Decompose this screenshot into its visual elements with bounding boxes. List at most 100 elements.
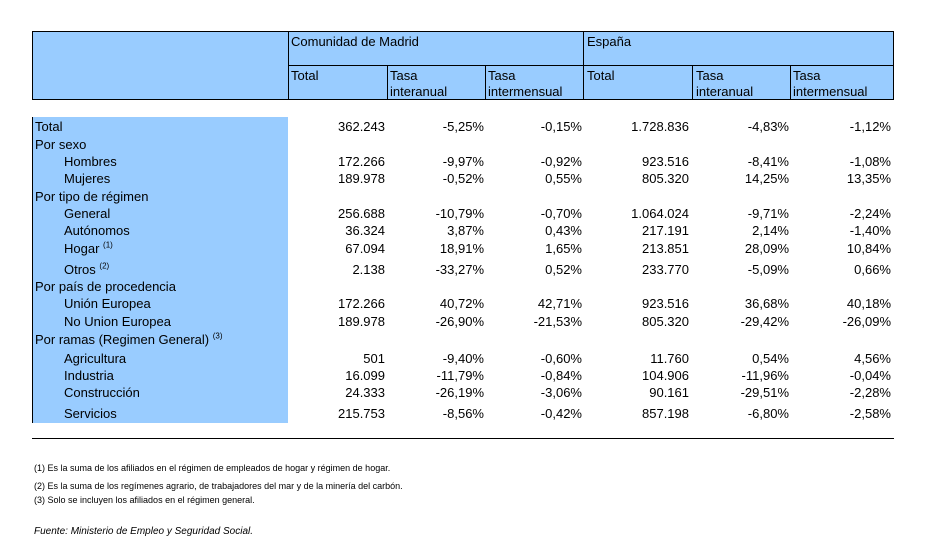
- table-cell: 67.094: [345, 241, 385, 256]
- table-cell: 0,55%: [545, 171, 582, 186]
- table-cell: -11,96%: [741, 368, 789, 383]
- column-header-subline: interanual: [390, 84, 448, 99]
- row-label: Agricultura: [64, 351, 126, 366]
- table-cell: -0,70%: [540, 206, 582, 221]
- table-cell: 24.333: [345, 385, 385, 400]
- row-label: Total: [35, 119, 62, 134]
- row-label: Hombres: [64, 154, 117, 169]
- footnote-marker: (1): [103, 240, 113, 250]
- table-cell: -11,79%: [436, 368, 484, 383]
- table-cell: -5,09%: [747, 262, 789, 277]
- footnote-3: (3) Solo se incluyen los afiliados en el…: [34, 495, 255, 505]
- table-cell: 36.324: [345, 223, 385, 238]
- table-bottom-rule: [32, 438, 894, 439]
- column-header-subline: interanual: [696, 84, 754, 99]
- footnote-1: (1) Es la suma de los afiliados en el ré…: [34, 463, 391, 473]
- footnote-marker: (3): [212, 331, 223, 341]
- table-cell: 36,68%: [744, 296, 789, 311]
- table-cell: -26,90%: [435, 314, 484, 329]
- table-cell: 1,65%: [545, 241, 582, 256]
- table-cell: 0,66%: [854, 262, 891, 277]
- table-cell: -10,79%: [435, 206, 484, 221]
- table-cell: 13,35%: [846, 171, 891, 186]
- row-label: Mujeres: [64, 171, 110, 186]
- header-top-rule: [32, 31, 894, 32]
- table-cell: 11.760: [650, 351, 689, 366]
- table-cell: 16.099: [345, 368, 385, 383]
- table-cell: 40,18%: [846, 296, 891, 311]
- label-column-border: [32, 117, 33, 423]
- column-header-subline: intermensual: [488, 84, 563, 99]
- table-cell: 256.688: [338, 206, 385, 221]
- row-label-text: Total: [35, 119, 63, 134]
- table-cell: 0,52%: [545, 262, 582, 277]
- row-label-column-background: [32, 117, 288, 423]
- table-cell: -0,92%: [540, 154, 582, 169]
- header-divider: [583, 31, 584, 100]
- table-cell: 923.516: [642, 296, 689, 311]
- table-cell: 362.243: [338, 119, 385, 134]
- header-right-border: [893, 31, 894, 100]
- row-label-text: Por país de procedencia: [35, 279, 176, 294]
- table-cell: 189.978: [338, 314, 385, 329]
- column-header: Total: [291, 68, 319, 83]
- row-label: Servicios: [64, 406, 117, 421]
- table-cell: -0,60%: [540, 351, 582, 366]
- table-cell: 805.320: [642, 171, 689, 186]
- table-cell: 805.320: [642, 314, 689, 329]
- row-label: Construcción: [64, 385, 140, 400]
- row-label: Hogar (1): [64, 241, 113, 256]
- table-cell: -26,09%: [842, 314, 891, 329]
- table-cell: -26,19%: [435, 385, 484, 400]
- row-label: Por tipo de régimen: [35, 189, 148, 204]
- table-cell: -9,71%: [747, 206, 789, 221]
- footnote-2: (2) Es la suma de los regímenes agrario,…: [34, 481, 403, 491]
- table-cell: 923.516: [642, 154, 689, 169]
- table-cell: -1,40%: [849, 223, 891, 238]
- table-cell: -5,25%: [442, 119, 484, 134]
- table-cell: -6,80%: [747, 406, 789, 421]
- table-cell: -0,52%: [442, 171, 484, 186]
- table-cell: 42,71%: [537, 296, 582, 311]
- table-cell: 501: [363, 351, 385, 366]
- table-cell: 857.198: [642, 406, 689, 421]
- region-madrid-heading: Comunidad de Madrid: [291, 34, 419, 49]
- table-cell: 28,09%: [744, 241, 789, 256]
- header-divider: [692, 65, 693, 100]
- table-cell: 104.906: [642, 368, 689, 383]
- table-cell: 0,54%: [752, 351, 789, 366]
- row-label-text: Por ramas (Regimen General): [35, 332, 210, 347]
- table-cell: 189.978: [338, 171, 385, 186]
- row-label-text: Por tipo de régimen: [35, 189, 149, 204]
- row-label: Autónomos: [64, 223, 130, 238]
- column-header-subline: intermensual: [793, 84, 868, 99]
- row-label-text: Unión Europea: [64, 296, 151, 311]
- table-cell: 233.770: [642, 262, 689, 277]
- table-cell: 2.138: [352, 262, 385, 277]
- table-cell: 215.753: [338, 406, 385, 421]
- row-label-text: Otros: [64, 262, 96, 277]
- header-left-border: [32, 31, 33, 100]
- table-cell: 4,56%: [854, 351, 891, 366]
- row-label: Por ramas (Regimen General) (3): [35, 332, 223, 347]
- row-label: Industria: [64, 368, 114, 383]
- table-cell: -1,12%: [849, 119, 891, 134]
- row-label-text: Hombres: [64, 154, 117, 169]
- row-label-text: Hogar: [64, 241, 100, 256]
- footnote-marker: (2): [99, 261, 110, 271]
- header-divider: [288, 31, 289, 100]
- table-cell: 213.851: [642, 241, 689, 256]
- region-spain-heading: España: [587, 34, 632, 49]
- row-label: General: [64, 206, 110, 221]
- row-label: Por sexo: [35, 137, 86, 152]
- row-label-text: Autónomos: [64, 223, 130, 238]
- table-cell: 10,84%: [846, 241, 891, 256]
- column-header: Total: [587, 68, 615, 83]
- table-cell: -9,40%: [442, 351, 484, 366]
- table-cell: 3,87%: [447, 223, 484, 238]
- table-cell: -0,84%: [540, 368, 582, 383]
- table-cell: -8,41%: [747, 154, 789, 169]
- table-cell: -33,27%: [435, 262, 484, 277]
- column-header: Tasa: [488, 68, 516, 83]
- table-cell: 172.266: [338, 296, 385, 311]
